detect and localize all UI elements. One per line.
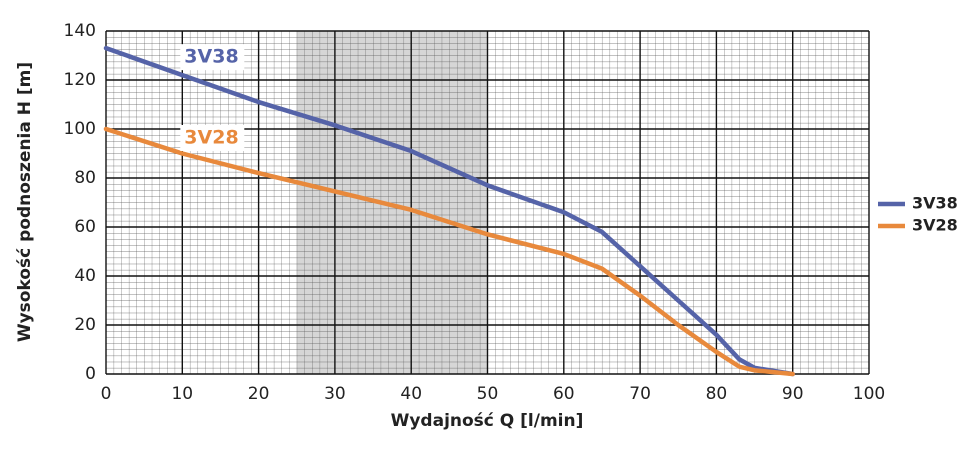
series-label: 3V28 <box>184 127 238 149</box>
y-tick-label: 40 <box>74 266 96 286</box>
x-tick-label: 80 <box>706 384 728 404</box>
series-label-bg <box>180 125 245 151</box>
x-tick-label: 0 <box>101 384 112 404</box>
x-tick-label: 90 <box>782 384 804 404</box>
x-tick-label: 10 <box>171 384 193 404</box>
y-tick-label: 0 <box>85 364 96 384</box>
series-line <box>103 45 795 377</box>
x-tick-label: 70 <box>629 384 651 404</box>
y-tick-label: 120 <box>64 70 96 90</box>
series-label: 3V38 <box>184 46 238 68</box>
series-line <box>103 126 795 377</box>
x-tick-label: 20 <box>248 384 270 404</box>
x-tick-label: 60 <box>553 384 575 404</box>
y-tick-label: 60 <box>74 217 96 237</box>
x-tick-label: 100 <box>853 384 885 404</box>
x-tick-label: 50 <box>477 384 499 404</box>
y-tick-label: 100 <box>64 119 96 139</box>
x-tick-label: 30 <box>324 384 346 404</box>
x-axis-title: Wydajność Q [l/min] <box>391 411 584 431</box>
series-label-bg <box>180 44 245 71</box>
y-tick-label: 80 <box>74 168 96 188</box>
y-axis-title: Wysokość podnoszenia H [m] <box>15 62 35 342</box>
y-tick-label: 140 <box>64 21 96 41</box>
legend-label: 3V38 <box>912 194 958 213</box>
legend-label: 3V28 <box>912 216 958 235</box>
y-tick-label: 20 <box>74 315 96 335</box>
x-tick-label: 40 <box>400 384 422 404</box>
